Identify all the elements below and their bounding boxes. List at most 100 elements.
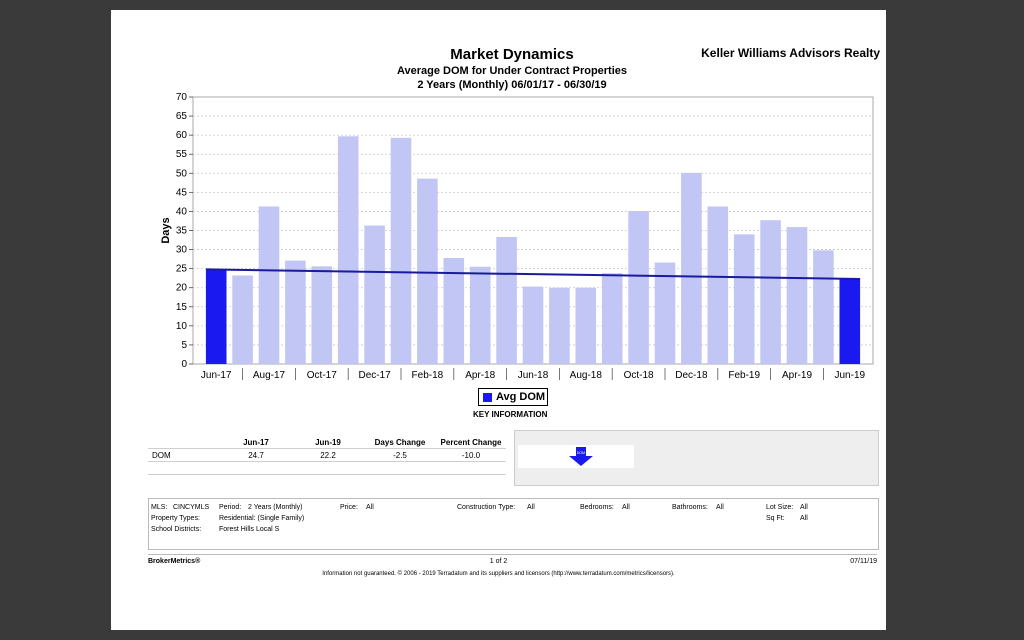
- key-col-header: Days Change: [374, 437, 426, 447]
- bathrooms-label: Bathrooms:: [672, 504, 708, 511]
- bar: [681, 172, 702, 364]
- bathrooms-value: All: [716, 504, 724, 511]
- key-info-title: KEY INFORMATION: [473, 410, 548, 419]
- brokerage-name: Keller Williams Advisors Realty: [701, 46, 880, 60]
- legend-label: Avg DOM: [496, 391, 546, 403]
- bar: [707, 206, 729, 364]
- table-cell: -2.5: [364, 448, 436, 462]
- bar: [390, 137, 412, 364]
- footer-brand: BrokerMetrics®: [148, 558, 201, 565]
- report-subtitle: Average DOM for Under Contract Propertie…: [396, 65, 628, 77]
- dom-bar-chart: 0 5 10 15 20 25 30 35 40 45 50 55 60 65 70 Days Jun-17 Au…: [160, 92, 874, 381]
- mls-label: MLS:: [151, 504, 168, 511]
- x-tick-label: Dec-17: [358, 370, 391, 381]
- x-tick-label: Apr-19: [782, 370, 812, 381]
- y-tick-label: 70: [176, 92, 188, 103]
- bedrooms-label: Bedrooms:: [580, 504, 614, 511]
- key-table-wrapper: Jun-17 Jun-19 Days Change Percent Change…: [148, 436, 506, 487]
- y-axis-title: Days: [160, 217, 172, 243]
- period-value: 2 Years (Monthly): [248, 504, 303, 511]
- x-tick-label: Oct-18: [624, 370, 654, 381]
- report-page: Market Dynamics Average DOM for Under Co…: [111, 10, 886, 630]
- school-districts-label: School Districts:: [151, 526, 202, 533]
- bedrooms-value: All: [622, 504, 630, 511]
- key-col-blank: [148, 436, 220, 449]
- bar: [232, 275, 253, 364]
- indicator-card: DOM: [518, 445, 634, 468]
- footer-page-number: 1 of 2: [489, 558, 508, 565]
- x-tick-label: Jun-19: [835, 370, 866, 381]
- bar: [417, 178, 438, 364]
- table-cell: -10.0: [436, 448, 506, 462]
- bar: [733, 234, 755, 364]
- lot-size-label: Lot Size:: [766, 504, 794, 511]
- x-tick-label: Aug-17: [253, 370, 286, 381]
- bar: [337, 136, 359, 364]
- x-tick-label: Oct-17: [307, 370, 337, 381]
- key-col-header: Jun-19: [315, 437, 341, 447]
- table-row-empty: [148, 461, 506, 475]
- bar: [469, 266, 491, 364]
- bar: [813, 250, 834, 364]
- chart-legend: Avg DOM: [478, 388, 548, 406]
- y-tick-label: 50: [176, 168, 188, 179]
- table-row-empty: [148, 474, 506, 487]
- y-tick-label: 65: [176, 111, 188, 122]
- x-tick-label: Jun-17: [201, 370, 232, 381]
- bar: [839, 279, 861, 364]
- bar: [628, 211, 649, 364]
- table-cell: 22.2: [292, 448, 364, 462]
- sqft-value: All: [800, 515, 808, 522]
- bar: [760, 220, 781, 364]
- bar: [549, 287, 570, 364]
- x-tick-label: Feb-19: [728, 370, 760, 381]
- bar: [364, 225, 385, 364]
- mls-value: CINCYMLS: [173, 504, 210, 511]
- bar: [205, 269, 227, 364]
- y-tick-label: 45: [176, 187, 188, 198]
- y-tick-label: 35: [176, 226, 188, 237]
- y-tick-label: 20: [176, 283, 188, 294]
- down-arrow-icon: DOM: [569, 447, 593, 466]
- y-tick-label: 15: [176, 302, 188, 313]
- key-col-header: Percent Change: [440, 437, 502, 447]
- x-tick-label: Dec-18: [675, 370, 708, 381]
- price-label: Price:: [340, 504, 358, 511]
- bar: [786, 227, 808, 364]
- y-tick-label: 5: [181, 340, 187, 351]
- y-tick-label: 60: [176, 130, 188, 141]
- trend-line: [205, 268, 861, 280]
- x-tick-label: Jun-18: [518, 370, 549, 381]
- x-tick-label: Apr-18: [465, 370, 495, 381]
- legend-swatch: [483, 392, 492, 402]
- y-tick-label: 55: [176, 149, 188, 160]
- property-types-value: Residential: (Single Family): [219, 515, 305, 522]
- y-tick-label: 40: [176, 206, 188, 217]
- bar: [311, 266, 333, 364]
- y-tick-label: 0: [181, 359, 187, 370]
- key-col-header: Jun-17: [243, 437, 269, 447]
- construction-value: All: [527, 504, 535, 511]
- period-label: Period:: [219, 504, 242, 511]
- key-table-header: Jun-17 Jun-19 Days Change Percent Change: [148, 436, 506, 449]
- school-districts-value: Forest Hills Local S: [219, 526, 280, 533]
- footer-divider: [148, 554, 877, 555]
- table-row: DOM 24.7 22.2 -2.5 -10.0: [148, 448, 506, 462]
- report-period: 2 Years (Monthly) 06/01/17 - 06/30/19: [417, 79, 607, 91]
- bar: [575, 287, 597, 364]
- construction-label: Construction Type:: [457, 504, 516, 511]
- bar: [522, 286, 544, 364]
- bar: [496, 236, 517, 364]
- y-tick-label: 30: [176, 245, 188, 256]
- price-value: All: [366, 504, 374, 511]
- property-types-label: Property Types:: [151, 515, 200, 522]
- row-label: DOM: [148, 448, 220, 462]
- criteria-panel: [148, 498, 879, 550]
- bar: [443, 257, 465, 364]
- footer-date: 07/11/19: [850, 558, 877, 565]
- report-title: Market Dynamics: [450, 46, 574, 63]
- sqft-label: Sq Ft:: [766, 515, 785, 522]
- footer-disclaimer: Information not guaranteed. © 2006 - 201…: [322, 571, 675, 577]
- key-table: Jun-17 Jun-19 Days Change Percent Change…: [148, 436, 506, 487]
- table-cell: 24.7: [220, 448, 292, 462]
